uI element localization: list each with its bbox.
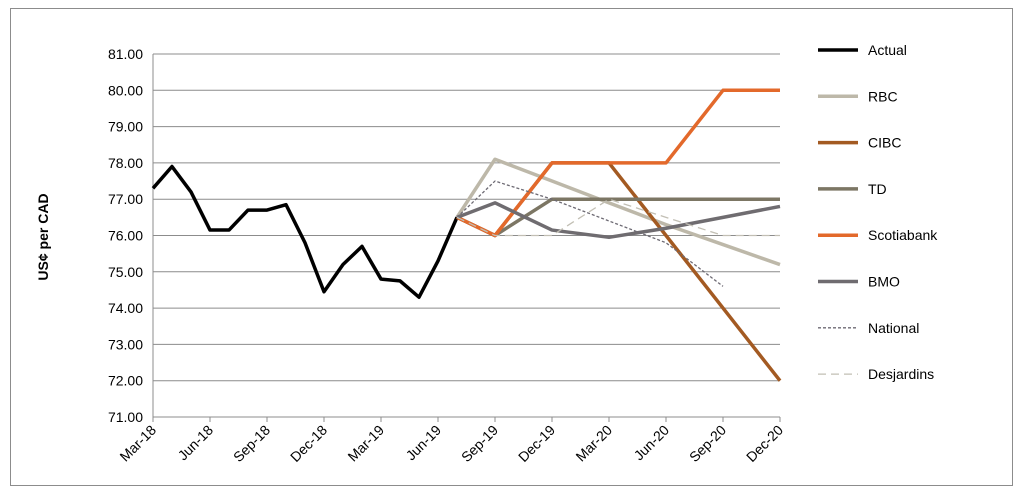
y-tick-label: 78.00 [108, 155, 143, 171]
y-tick-label: 79.00 [108, 119, 143, 135]
y-axis-label: US¢ per CAD [35, 193, 51, 280]
legend-label-desjardins: Desjardins [868, 366, 934, 382]
x-tick-label: Dec-18 [287, 422, 330, 465]
x-tick-label: Dec-20 [743, 422, 786, 465]
x-tick-label: Jun-19 [403, 422, 445, 464]
x-axis-ticks: Mar-18 Jun-18 Sep-18 Dec-18 Mar-19 Jun-19 Sep-… [116, 417, 786, 465]
legend-label-bmo: BMO [868, 274, 900, 290]
legend-label-cibc: CIBC [868, 135, 901, 151]
x-tick-label: Mar-18 [116, 422, 159, 465]
legend-label-actual: Actual [868, 42, 907, 58]
y-tick-label: 73.00 [108, 336, 143, 352]
x-tick-label: Sep-20 [686, 422, 729, 465]
legend-label-td: TD [868, 181, 887, 197]
legend-label-rbc: RBC [868, 88, 898, 104]
y-tick-label: 76.00 [108, 228, 143, 244]
series-line-actual [151, 164, 459, 299]
y-tick-label: 80.00 [108, 82, 143, 98]
legend-label-national: National [868, 320, 919, 336]
series-line-rbc [455, 157, 781, 267]
y-tick-label: 71.00 [108, 409, 143, 425]
series-line-national [456, 180, 724, 287]
y-tick-label: 81.00 [108, 46, 143, 62]
x-tick-label: Jun-18 [175, 422, 217, 464]
x-tick-label: Dec-19 [515, 422, 558, 465]
legend-label-scotiabank: Scotiabank [868, 227, 938, 243]
x-tick-label: Sep-18 [230, 422, 273, 465]
series-line-desjardins [456, 198, 780, 237]
x-tick-label: Sep-19 [458, 422, 501, 465]
series-lines [151, 88, 782, 382]
y-tick-label: 75.00 [108, 264, 143, 280]
y-tick-label: 72.00 [108, 373, 143, 389]
y-tick-label: 77.00 [108, 191, 143, 207]
series-line-bmo [456, 201, 781, 240]
y-axis-ticks: 71.00 72.00 73.00 74.00 75.00 76.00 77.00 78.00… [108, 46, 143, 425]
x-tick-label: Jun-20 [631, 422, 673, 464]
x-tick-label: Mar-20 [572, 422, 615, 465]
chart-frame [10, 8, 1013, 486]
grid-lines [152, 53, 780, 418]
x-tick-label: Mar-19 [344, 422, 387, 465]
y-tick-label: 74.00 [108, 300, 143, 316]
legend: Actual RBC CIBC TD Scotiabank BMO National Desj… [818, 42, 938, 382]
